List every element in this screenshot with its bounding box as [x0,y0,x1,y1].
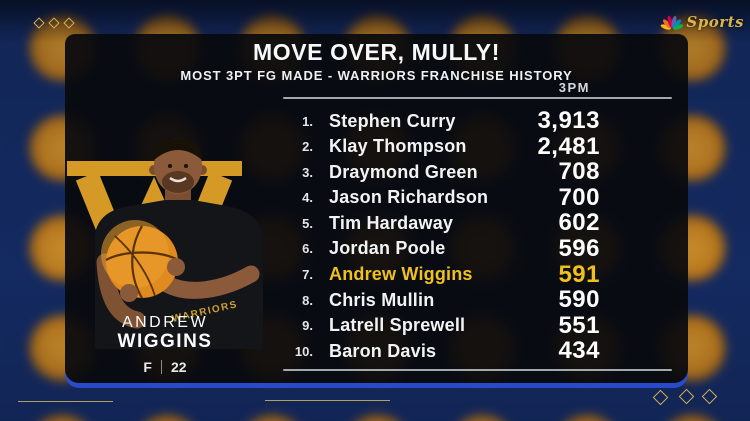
rank-label: 1. [302,113,313,129]
nbc-peacock-icon [661,15,684,30]
gold-accent-line [265,400,390,401]
leaderboard-row: 6. Jordan Poole 596 [283,234,672,262]
player-name: Chris Mullin [329,289,435,310]
leaderboard-row: 7. Andrew Wiggins 591 [283,260,672,288]
rank-label: 2. [302,139,313,155]
rank-label: 7. [302,267,313,283]
made-threes-value: 708 [558,158,600,186]
sports-wordmark: Sports [686,13,744,31]
player-position-number: F 22 [65,359,265,375]
leaderboard-row: 10. Baron Davis 434 [283,337,672,365]
leaderboard-row: 5. Tim Hardaway 602 [283,209,672,237]
player-name: Baron Davis [329,340,437,361]
leaderboard-row: 8. Chris Mullin 590 [283,286,672,314]
nbc-sports-logo: Sports [660,11,744,33]
player-card: WARRIORS [65,34,265,383]
leaderboard-row: 9. Latrell Sprewell 551 [283,311,672,339]
rank-label: 8. [302,292,313,308]
rank-label: 3. [302,164,313,180]
player-name: Tim Hardaway [329,212,454,233]
player-position: F [143,359,152,375]
rank-label: 6. [302,241,313,257]
graphic-title: MOVE OVER, MULLY! [252,39,501,65]
main-panel: MOVE OVER, MULLY! MOST 3PT FG MADE - WAR… [65,34,688,383]
made-threes-value: 434 [558,337,600,365]
made-threes-value: 591 [558,260,600,288]
gold-accent-line [18,401,113,402]
column-header-3pm: 3PM [558,80,590,95]
graphic-subtitle: MOST 3PT FG MADE - WARRIORS FRANCHISE HI… [180,68,573,83]
player-number: 22 [170,359,187,375]
divider-line-bottom [283,368,672,371]
player-photo-illustration: WARRIORS [67,138,263,349]
player-last-name: WIGGINS [117,331,213,352]
rank-label: 9. [302,318,313,334]
leaderboard-row: 1. Stephen Curry 3,913 [283,107,672,134]
player-first-name: ANDREW [121,314,209,331]
basketball [101,220,179,299]
made-threes-value: 551 [558,311,600,339]
rank-label: 10. [294,343,313,359]
player-name: Stephen Curry [329,110,456,131]
player-name-block: ANDREW WIGGINS F 22 [65,314,265,375]
rank-label: 5. [302,215,313,231]
made-threes-value: 596 [558,234,600,262]
made-threes-value: 590 [558,286,600,314]
rank-label: 4. [302,190,313,206]
made-threes-value: 2,481 [537,132,600,160]
player-name: Klay Thompson [329,136,467,157]
leaderboard-rows: 1. Stephen Curry 3,913 2. Klay Thompson … [283,107,672,365]
player-name: Latrell Sprewell [329,315,466,336]
made-threes-value: 700 [558,183,600,211]
player-name: Jordan Poole [329,238,446,259]
divider-line-top [283,97,672,99]
leaderboard-row: 3. Draymond Green 708 [283,158,672,186]
player-name: Draymond Green [329,161,478,182]
leaderboard-row: 2. Klay Thompson 2,481 [283,132,672,160]
made-threes-value: 602 [558,209,600,237]
player-name: Andrew Wiggins [329,264,473,285]
made-threes-value: 3,913 [537,107,600,134]
player-figure: WARRIORS [95,138,263,349]
player-name: Jason Richardson [329,187,489,208]
leaderboard: 3PM 1. Stephen Curry 3,913 2. Klay Thomp… [283,80,672,371]
divider-bar [160,360,162,374]
leaderboard-row: 4. Jason Richardson 700 [283,183,672,211]
